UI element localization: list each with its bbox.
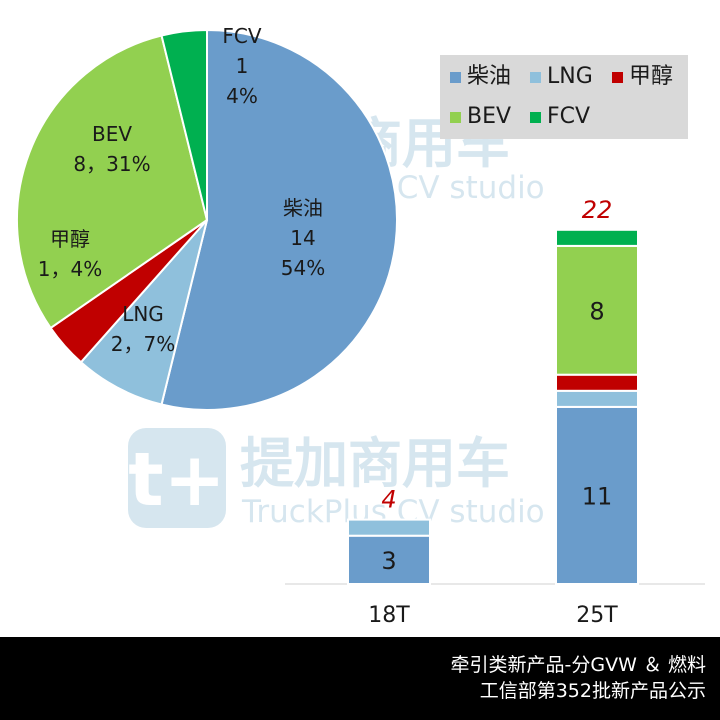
legend-item-fcv: FCV bbox=[530, 103, 590, 131]
x-tick-label-18T: 18T bbox=[368, 603, 410, 628]
pie-slice-diesel bbox=[160, 28, 398, 411]
bar-label-diesel-25T: 11 bbox=[582, 482, 613, 510]
bar-segment-diesel-18T bbox=[347, 534, 431, 586]
legend-swatch-lng bbox=[530, 71, 541, 83]
bar-segment-lng-18T bbox=[347, 518, 431, 537]
legend-item-diesel: 柴油 bbox=[450, 63, 511, 91]
pie-slice-bev bbox=[16, 34, 209, 330]
bar-total-25T: 22 bbox=[582, 196, 613, 224]
bar-label-diesel-18T: 3 bbox=[381, 547, 396, 575]
footer-line-2: 工信部第352批新产品公示 bbox=[479, 680, 706, 702]
legend-swatch-methanol bbox=[612, 71, 623, 83]
pie-label-fcv: FCV 1 4% bbox=[222, 24, 261, 108]
footer-line-1: 牵引类新产品-分GVW ＆ 燃料 bbox=[450, 654, 706, 676]
bar-segment-lng-25T bbox=[555, 389, 639, 408]
bar-label-bev-25T: 8 bbox=[589, 297, 604, 325]
legend-label-lng: LNG bbox=[547, 64, 593, 89]
pie-label-bev: BEV 8，31% bbox=[73, 122, 150, 176]
pie-chart: 柴油 14 54% LNG 2，7%甲醇 1，4% BEV 8，31% FCV 1 4% bbox=[16, 24, 398, 411]
pie-label-methanol: 甲醇 1，4% bbox=[38, 227, 102, 281]
legend-item-bev: BEV bbox=[450, 103, 511, 131]
stacked-bar-chart: 3 4 18T 11 8 22 25T bbox=[285, 196, 705, 628]
legend-item-methanol: 甲醇 bbox=[612, 63, 673, 91]
legend-label-bev: BEV bbox=[467, 104, 512, 129]
legend-swatch-fcv bbox=[530, 111, 541, 123]
bar-segment-fcv-25T bbox=[555, 228, 639, 247]
bar-segment-bev-25T bbox=[555, 244, 639, 376]
legend-swatch-diesel bbox=[450, 71, 461, 83]
bar-segment-methanol-25T bbox=[555, 373, 639, 392]
pie-slice-fcv bbox=[160, 28, 208, 221]
legend-label-fcv: FCV bbox=[547, 104, 591, 129]
footer-caption: 牵引类新产品-分GVW ＆ 燃料 工信部第352批新产品公示 bbox=[0, 637, 720, 720]
bar-total-18T: 4 bbox=[381, 486, 396, 514]
legend-item-lng: LNG bbox=[530, 63, 593, 91]
pie-label-diesel: 柴油 14 54% bbox=[281, 196, 325, 280]
legend-label-methanol: 甲醇 bbox=[629, 64, 674, 89]
pie-label-lng: LNG 2，7% bbox=[111, 302, 175, 356]
x-tick-label-25T: 25T bbox=[576, 603, 618, 628]
legend-swatch-bev bbox=[450, 111, 461, 123]
legend-label-diesel: 柴油 bbox=[467, 64, 512, 89]
legend: 柴油 LNG 甲醇 BEV FCV bbox=[440, 55, 688, 139]
bar-segment-diesel-25T bbox=[555, 405, 639, 585]
